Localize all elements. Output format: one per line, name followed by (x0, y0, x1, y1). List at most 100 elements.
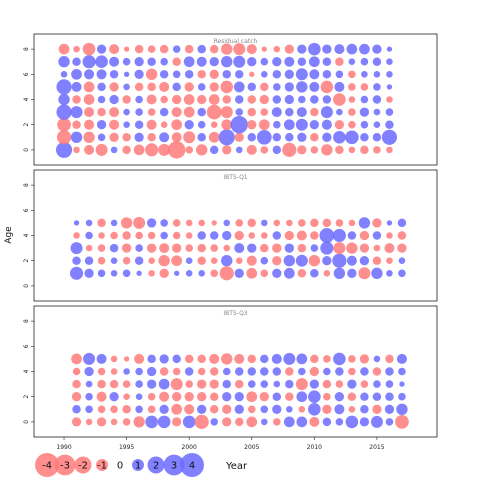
residual-bubble (323, 392, 331, 401)
legend-label: 3 (171, 461, 177, 472)
residual-bubble (147, 354, 156, 364)
residual-bubble (147, 218, 157, 228)
residual-bubble (221, 56, 233, 68)
residual-bubble (56, 104, 72, 120)
residual-bubble (209, 69, 219, 79)
residual-bubble (147, 57, 156, 66)
residual-bubble (135, 244, 143, 252)
residual-bubble (222, 70, 231, 79)
residual-bubble (233, 81, 245, 93)
residual-bubble (283, 119, 295, 131)
residual-bubble (159, 70, 169, 79)
residual-bubble (309, 416, 320, 427)
residual-bubble (133, 416, 145, 428)
residual-bubble (271, 353, 282, 364)
residual-bubble (185, 232, 193, 239)
residual-bubble (97, 379, 106, 389)
residual-bubble (386, 270, 393, 277)
legend-label: 4 (189, 461, 195, 472)
residual-bubble (359, 256, 370, 266)
residual-bubble (334, 392, 345, 402)
residual-bubble (234, 243, 245, 254)
residual-bubble (70, 242, 83, 255)
residual-bubble (72, 95, 81, 104)
residual-bubble (184, 367, 194, 376)
residual-bubble (157, 415, 171, 429)
residual-bubble (97, 269, 106, 278)
residual-bubble (84, 256, 94, 265)
residual-bubble (360, 367, 369, 376)
residual-bubble (210, 269, 219, 278)
residual-bubble (235, 257, 243, 264)
residual-bubble (247, 367, 257, 376)
residual-bubble (158, 255, 170, 267)
residual-bubble (110, 270, 118, 277)
legend-label: -1 (97, 461, 107, 472)
residual-bubble (171, 255, 183, 267)
residual-bubble (260, 108, 269, 116)
residual-bubble (395, 415, 409, 429)
residual-bubble (335, 70, 344, 79)
residual-bubble (209, 392, 219, 401)
residual-bubble (85, 405, 93, 414)
residual-bubble (347, 392, 357, 401)
residual-bubble (184, 354, 194, 364)
residual-bubble (358, 217, 371, 229)
residual-bubble (310, 146, 319, 154)
residual-bubble (122, 95, 131, 104)
residual-bubble (58, 56, 70, 68)
residual-bubble (211, 220, 217, 226)
residual-bubble (56, 79, 72, 95)
residual-bubble (148, 257, 155, 264)
residual-bubble (222, 379, 231, 389)
residual-bubble (172, 94, 182, 105)
residual-bubble (196, 56, 207, 67)
residual-bubble (359, 354, 370, 364)
residual-bubble (333, 267, 346, 279)
residual-bubble (373, 121, 381, 128)
residual-bubble (84, 119, 95, 130)
residual-bubble (333, 131, 346, 144)
residual-bubble (184, 44, 194, 54)
residual-bubble (358, 267, 371, 280)
residual-bubble (96, 417, 107, 427)
residual-bubble (234, 132, 244, 142)
residual-bubble (135, 367, 143, 376)
residual-bubble (158, 143, 171, 156)
residual-bubble (260, 405, 269, 414)
residual-bubble (133, 216, 146, 229)
residual-bubble (286, 406, 293, 413)
residual-bubble (159, 391, 170, 402)
residual-bubble (185, 219, 193, 227)
residual-bubble (72, 120, 81, 129)
residual-bubble (346, 242, 358, 254)
residual-bubble (308, 403, 321, 416)
residual-bubble (246, 416, 258, 428)
residual-bubble (82, 55, 96, 69)
residual-bubble (172, 231, 181, 240)
residual-bubble (273, 120, 281, 129)
y-tick-label: 8 (23, 319, 30, 323)
residual-bubble (71, 81, 82, 92)
residual-bubble (373, 244, 381, 252)
legend-bubble (147, 456, 165, 474)
residual-bubble (97, 244, 106, 252)
residual-bubble (272, 70, 282, 79)
residual-bubble (147, 133, 156, 142)
residual-bubble (397, 243, 407, 253)
y-tick-label: 0 (23, 420, 30, 424)
legend: -4 -3 -2 -1 0 1 2 3 4 (35, 453, 204, 477)
residual-bubble (360, 392, 369, 401)
residual-bubble (183, 106, 195, 118)
residual-bubble (285, 133, 294, 142)
y-tick-label: 4 (23, 97, 30, 101)
legend-label: 1 (135, 461, 141, 472)
residual-bubble (135, 231, 143, 240)
residual-bubble (73, 232, 80, 239)
y-tick-label: 8 (23, 183, 30, 187)
residual-bubble (398, 269, 406, 278)
residual-bubble (385, 367, 394, 376)
residual-bubble (360, 120, 369, 129)
residual-bubble (85, 219, 93, 227)
residual-bubble (348, 58, 356, 65)
